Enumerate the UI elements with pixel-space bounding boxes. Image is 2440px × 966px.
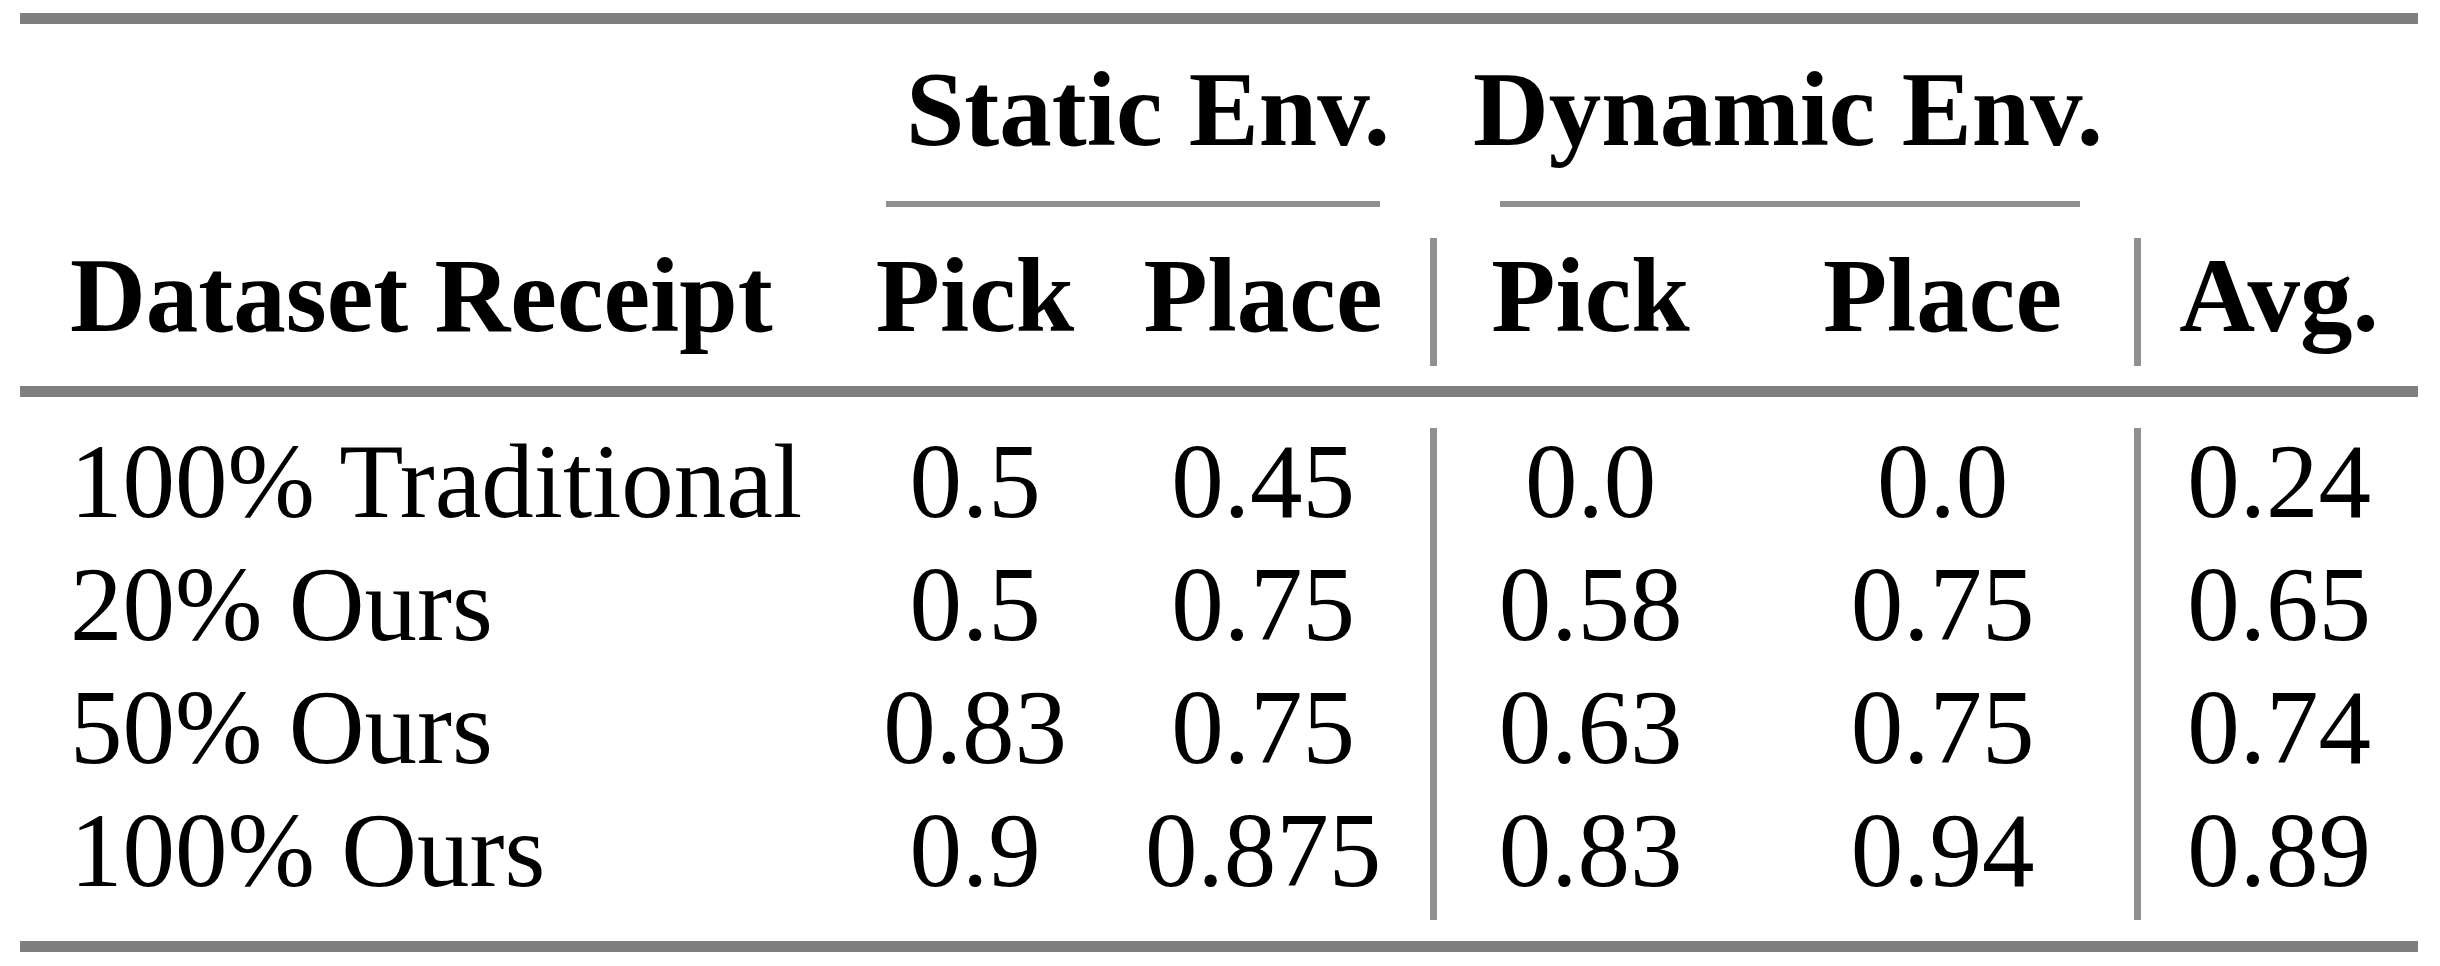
column-header-row: Dataset Receipt Pick Place Pick Place Av… — [20, 226, 2418, 366]
avg-value: 0.89 — [2140, 781, 2418, 921]
group-header-dynamic-env: Dynamic Env. — [1436, 40, 2140, 180]
static-pick-value: 0.83 — [860, 658, 1090, 798]
row-label: 50% Ours — [20, 658, 860, 798]
dynamic-pick-value: 0.0 — [1436, 412, 1745, 552]
static-env-underline — [886, 201, 1380, 207]
group-header-row: Static Env. Dynamic Env. — [20, 40, 2418, 180]
dynamic-env-underline — [1500, 201, 2080, 207]
table-row-100-ours: 100% Ours 0.9 0.875 0.83 0.94 0.89 — [20, 781, 2418, 921]
column-header-static-pick: Pick — [860, 226, 1090, 366]
static-place-value: 0.45 — [1090, 412, 1436, 552]
table-row-20-ours: 20% Ours 0.5 0.75 0.58 0.75 0.65 — [20, 535, 2418, 675]
static-place-value: 0.875 — [1090, 781, 1436, 921]
dynamic-place-value: 0.94 — [1745, 781, 2140, 921]
mid-rule — [20, 386, 2418, 397]
static-place-value: 0.75 — [1090, 535, 1436, 675]
row-label: 20% Ours — [20, 535, 860, 675]
row-label: 100% Traditional — [20, 412, 860, 552]
static-pick-value: 0.5 — [860, 535, 1090, 675]
table-row-50-ours: 50% Ours 0.83 0.75 0.63 0.75 0.74 — [20, 658, 2418, 798]
bottom-rule — [20, 941, 2418, 952]
static-place-value: 0.75 — [1090, 658, 1436, 798]
column-header-dataset-receipt: Dataset Receipt — [20, 226, 860, 366]
top-rule — [20, 13, 2418, 24]
avg-value: 0.74 — [2140, 658, 2418, 798]
group-header-static-env: Static Env. — [860, 40, 1436, 180]
dynamic-pick-value: 0.58 — [1436, 535, 1745, 675]
dynamic-place-value: 0.75 — [1745, 535, 2140, 675]
avg-value: 0.65 — [2140, 535, 2418, 675]
static-pick-value: 0.5 — [860, 412, 1090, 552]
row-label: 100% Ours — [20, 781, 860, 921]
column-header-dynamic-place: Place — [1745, 226, 2140, 366]
dynamic-place-value: 0.75 — [1745, 658, 2140, 798]
column-header-dynamic-pick: Pick — [1436, 226, 1745, 366]
column-header-avg: Avg. — [2140, 226, 2418, 366]
table-row-100-traditional: 100% Traditional 0.5 0.45 0.0 0.0 0.24 — [20, 412, 2418, 552]
dynamic-pick-value: 0.83 — [1436, 781, 1745, 921]
dynamic-place-value: 0.0 — [1745, 412, 2140, 552]
paper-results-table: Static Env. Dynamic Env. Dataset Receipt… — [0, 0, 2440, 966]
static-pick-value: 0.9 — [860, 781, 1090, 921]
avg-value: 0.24 — [2140, 412, 2418, 552]
column-header-static-place: Place — [1090, 226, 1436, 366]
dynamic-pick-value: 0.63 — [1436, 658, 1745, 798]
